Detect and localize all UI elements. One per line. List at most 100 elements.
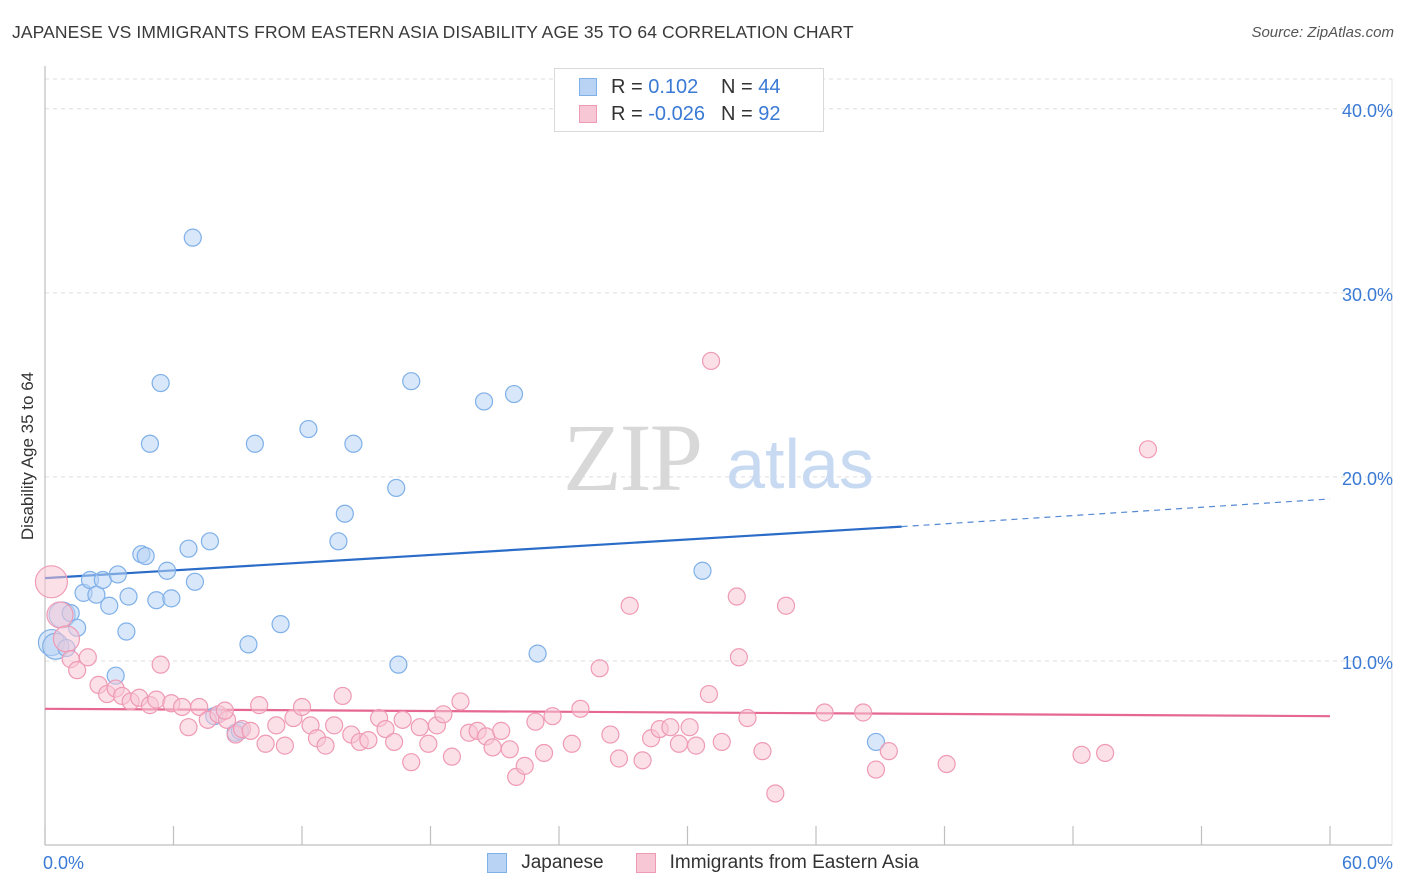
point-immigrants xyxy=(766,784,785,803)
point-immigrants xyxy=(483,738,502,757)
point-immigrants xyxy=(292,697,312,717)
legend-swatch-pink xyxy=(579,105,597,123)
point-immigrants xyxy=(267,716,286,735)
point-japanese xyxy=(389,655,408,674)
point-immigrants xyxy=(526,712,545,731)
point-immigrants xyxy=(215,701,234,720)
legend-item-immigrants[interactable]: Immigrants from Eastern Asia xyxy=(635,852,919,874)
legend-label-japanese: Japanese xyxy=(521,852,604,873)
legend-item-japanese[interactable]: Japanese xyxy=(487,852,604,874)
point-immigrants xyxy=(534,743,554,763)
point-japanese xyxy=(185,572,205,591)
point-immigrants xyxy=(384,732,404,752)
point-japanese xyxy=(136,546,155,566)
point-japanese xyxy=(108,565,127,584)
point-japanese xyxy=(157,561,177,580)
y-tick-label: 10.0% xyxy=(1342,653,1393,673)
point-immigrants xyxy=(46,601,74,629)
legend-row-japanese: R = 0.102 N = 44 xyxy=(579,74,781,100)
point-immigrants xyxy=(147,690,166,709)
point-japanese xyxy=(344,434,363,453)
point-immigrants xyxy=(434,705,453,724)
point-immigrants xyxy=(854,703,873,722)
point-immigrants xyxy=(359,730,378,750)
point-japanese xyxy=(119,587,138,606)
point-immigrants xyxy=(1138,440,1158,459)
point-immigrants xyxy=(661,718,680,737)
point-immigrants xyxy=(442,747,462,766)
point-japanese xyxy=(693,561,712,580)
point-immigrants xyxy=(275,736,294,755)
point-immigrants xyxy=(620,596,639,615)
point-immigrants xyxy=(879,742,898,761)
point-japanese xyxy=(117,622,136,641)
point-immigrants xyxy=(419,734,438,753)
y-tick-label: 20.0% xyxy=(1342,469,1393,489)
point-immigrants xyxy=(776,596,796,615)
legend-r-value: -0.026 xyxy=(648,102,705,125)
trend-layer xyxy=(44,498,1331,718)
legend-r-value: 0.102 xyxy=(648,75,699,98)
legend-swatch-blue xyxy=(487,853,508,873)
point-immigrants xyxy=(729,648,749,667)
legend-n-label: N = xyxy=(721,102,759,125)
series-legend: Japanese Immigrants from Eastern Asia xyxy=(0,852,1406,874)
point-japanese xyxy=(162,589,181,608)
legend-n-value: 44 xyxy=(758,75,781,98)
point-immigrants xyxy=(1096,743,1115,763)
trend-line-japanese xyxy=(44,525,902,580)
point-immigrants xyxy=(699,684,719,704)
point-immigrants xyxy=(738,708,757,728)
point-immigrants xyxy=(866,760,886,779)
point-japanese xyxy=(329,532,348,551)
point-immigrants xyxy=(179,718,198,737)
legend-r-label: R = xyxy=(611,75,649,98)
point-japanese xyxy=(335,504,354,523)
grid-layer xyxy=(45,78,1393,845)
point-japanese xyxy=(474,392,494,411)
legend-n-value: 92 xyxy=(758,102,781,125)
point-immigrants xyxy=(256,734,275,753)
point-japanese xyxy=(528,644,547,663)
x-tick-label: 60.0% xyxy=(1342,853,1393,873)
point-immigrants xyxy=(543,707,562,726)
point-japanese xyxy=(402,372,421,391)
legend-n-label: N = xyxy=(721,75,759,98)
point-immigrants xyxy=(669,734,689,753)
point-immigrants xyxy=(325,716,344,735)
legend-swatch-pink xyxy=(635,853,656,873)
legend-swatch-blue xyxy=(579,78,597,96)
point-immigrants xyxy=(250,696,269,715)
point-japanese xyxy=(100,596,119,615)
point-japanese xyxy=(147,591,166,610)
point-japanese xyxy=(151,373,170,393)
chart-title: JAPANESE VS IMMIGRANTS FROM EASTERN ASIA… xyxy=(12,22,854,42)
point-japanese xyxy=(504,384,524,404)
point-immigrants xyxy=(815,703,834,722)
correlation-legend: R = 0.102 N = 44 R = -0.026 N = 92 xyxy=(554,68,824,132)
y-tick-label: 40.0% xyxy=(1342,101,1393,121)
points-layer xyxy=(34,228,1158,803)
point-immigrants xyxy=(52,625,81,653)
y-axis-label: Disability Age 35 to 64 xyxy=(18,372,37,540)
point-immigrants xyxy=(190,697,209,717)
axis-layer: 10.0% 20.0% 30.0% 40.0% 0.0% 60.0% xyxy=(43,66,1393,873)
watermark-atlas: atlas xyxy=(726,425,874,503)
point-japanese xyxy=(179,539,198,558)
point-immigrants xyxy=(451,692,470,711)
point-immigrants xyxy=(78,648,97,667)
point-immigrants xyxy=(571,699,590,718)
point-immigrants xyxy=(937,754,956,774)
legend-r-label: R = xyxy=(611,102,649,125)
point-immigrants xyxy=(609,749,629,768)
point-immigrants xyxy=(500,740,519,759)
point-immigrants xyxy=(68,661,87,680)
point-immigrants xyxy=(686,736,706,755)
trend-line-japanese-extension xyxy=(901,498,1331,528)
point-immigrants xyxy=(172,697,192,717)
point-immigrants xyxy=(633,751,652,770)
point-immigrants xyxy=(590,659,609,678)
point-immigrants xyxy=(492,721,511,740)
point-immigrants xyxy=(601,725,620,744)
